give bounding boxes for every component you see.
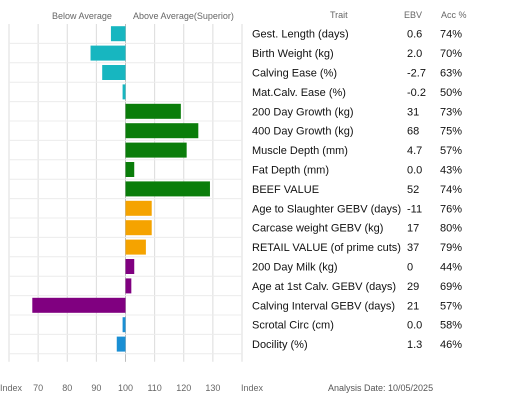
acc-value: 70%	[440, 48, 462, 60]
bar	[125, 142, 187, 158]
column-header-trait: Trait	[330, 10, 348, 20]
bar	[122, 84, 126, 100]
acc-value: 74%	[440, 29, 462, 41]
ebv-value: 52	[407, 184, 419, 196]
axis-right-label: Index	[241, 383, 264, 393]
acc-value: 75%	[440, 126, 462, 138]
trait-label: Age at 1st Calv. GEBV (days)	[252, 281, 396, 293]
acc-value: 57%	[440, 145, 462, 157]
trait-label: Docility (%)	[252, 339, 308, 351]
acc-value: 80%	[440, 223, 462, 235]
bar	[110, 26, 126, 42]
ebv-value: 1.3	[407, 339, 422, 351]
bar	[125, 103, 181, 119]
acc-value: 69%	[440, 281, 462, 293]
trait-label: 400 Day Growth (kg)	[252, 126, 353, 138]
ebv-value: 4.7	[407, 145, 422, 157]
ebv-value: 17	[407, 223, 419, 235]
x-tick-label: 90	[91, 383, 101, 393]
acc-value: 46%	[440, 339, 462, 351]
ebv-value: 29	[407, 281, 419, 293]
bar	[125, 162, 135, 177]
grid-lines	[8, 24, 243, 362]
ebv-value: -11	[407, 203, 422, 215]
x-tick-label: 120	[176, 383, 191, 393]
trait-label: Muscle Depth (mm)	[252, 145, 348, 157]
bar	[125, 278, 132, 294]
bar	[125, 200, 152, 216]
trait-label: Carcase weight GEBV (kg)	[252, 223, 383, 235]
bar	[116, 336, 126, 352]
trait-label: Scrotal Circ (cm)	[252, 320, 334, 332]
bars	[32, 26, 210, 352]
acc-value: 50%	[440, 87, 462, 99]
acc-value: 58%	[440, 320, 462, 332]
bar	[125, 220, 152, 236]
trait-label: Birth Weight (kg)	[252, 48, 334, 60]
trait-label: Fat Depth (mm)	[252, 165, 329, 177]
legend-above-average: Above Average(Superior)	[133, 11, 234, 21]
trait-label: 200 Day Growth (kg)	[252, 106, 353, 118]
trait-label: 200 Day Milk (kg)	[252, 262, 338, 274]
x-tick-label: 130	[205, 383, 220, 393]
axis-left-label: Index	[0, 383, 23, 393]
ebv-value: -0.2	[407, 87, 426, 99]
bar	[125, 239, 146, 255]
ebv-value: 68	[407, 126, 419, 138]
column-header-ebv: EBV	[404, 10, 422, 20]
ebv-value: 21	[407, 300, 419, 312]
bar	[125, 123, 199, 139]
trait-label: Calving Ease (%)	[252, 68, 337, 80]
trait-label: Mat.Calv. Ease (%)	[252, 87, 346, 99]
acc-value: 43%	[440, 165, 462, 177]
trait-label: RETAIL VALUE (of prime cuts)	[252, 242, 401, 254]
x-axis-ticks: 70 80 90 100 110 120 130	[33, 383, 220, 393]
x-tick-label: 100	[118, 383, 133, 393]
ebv-value: 0.0	[407, 320, 422, 332]
trait-label: BEEF VALUE	[252, 184, 319, 196]
bar	[90, 45, 126, 61]
ebv-value: 2.0	[407, 48, 422, 60]
bar	[102, 65, 126, 80]
ebv-value: -2.7	[407, 68, 426, 80]
bar	[125, 181, 210, 197]
x-tick-label: 70	[33, 383, 43, 393]
ebv-value: 0	[407, 262, 413, 274]
trait-label: Calving Interval GEBV (days)	[252, 300, 395, 312]
acc-value: 76%	[440, 203, 462, 215]
trait-label: Age to Slaughter GEBV (days)	[252, 203, 401, 215]
x-tick-label: 110	[147, 383, 161, 393]
acc-value: 44%	[440, 262, 462, 274]
acc-value: 63%	[440, 68, 462, 80]
trait-label: Gest. Length (days)	[252, 29, 349, 41]
acc-value: 79%	[440, 242, 462, 254]
ebv-value: 31	[407, 106, 419, 118]
bar	[122, 317, 126, 333]
bar	[32, 297, 126, 313]
trait-rows: Gest. Length (days) 0.6 74% Birth Weight (k…	[252, 29, 462, 351]
acc-value: 57%	[440, 300, 462, 312]
bar	[125, 259, 135, 274]
acc-value: 73%	[440, 106, 462, 118]
analysis-date: Analysis Date: 10/05/2025	[328, 383, 433, 393]
ebv-value: 0.6	[407, 29, 422, 41]
legend-below-average: Below Average	[52, 11, 112, 21]
ebv-value: 37	[407, 242, 419, 254]
acc-value: 74%	[440, 184, 462, 196]
ebv-value: 0.0	[407, 165, 422, 177]
x-tick-label: 80	[62, 383, 72, 393]
column-header-acc: Acc %	[441, 10, 467, 20]
